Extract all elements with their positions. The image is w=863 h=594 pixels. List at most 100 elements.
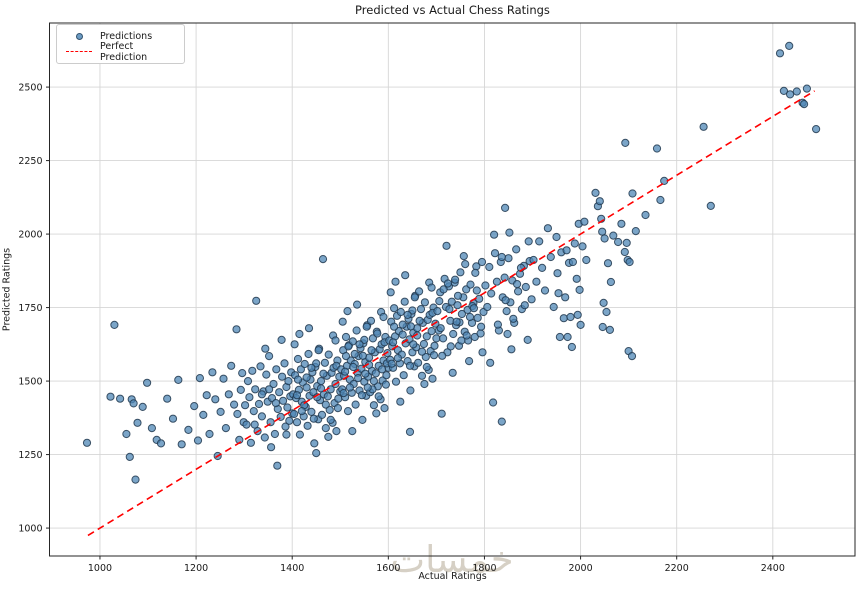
scatter-point [269, 379, 278, 389]
scatter-point [652, 144, 662, 153]
scatter-point [505, 228, 514, 237]
scatter-point [265, 352, 274, 361]
scatter-point [219, 374, 228, 383]
scatter-point [242, 420, 251, 429]
scatter-point [310, 439, 319, 448]
scatter-point [433, 307, 442, 316]
scatter-point [221, 424, 230, 433]
scatter-point [177, 440, 186, 449]
scatter-point [492, 277, 501, 286]
scatter-point [138, 402, 147, 411]
scatter-point [250, 420, 259, 429]
scatter-point [249, 407, 258, 416]
scatter-point [507, 345, 516, 354]
scatter-point [265, 385, 274, 394]
scatter-point [382, 371, 391, 380]
scatter-point [452, 317, 461, 326]
scatter-point [462, 331, 471, 340]
scatter-point [409, 340, 418, 349]
scatter-point [122, 429, 131, 439]
scatter-point [307, 363, 316, 372]
scatter-point [466, 280, 475, 289]
scatter-point [415, 287, 424, 296]
x-tick-label: 1800 [472, 563, 496, 574]
scatter-point [236, 385, 245, 394]
scatter-point [110, 320, 119, 329]
scatter-point [366, 316, 376, 325]
scatter-point [285, 416, 294, 425]
scatter-point [252, 296, 261, 305]
scatter-point [260, 433, 269, 442]
scatter-point [438, 351, 447, 360]
scatter-point [625, 257, 634, 267]
scatter-point [147, 424, 156, 433]
scatter-point [272, 365, 281, 374]
scatter-point [131, 475, 140, 484]
scatter-point [478, 348, 487, 357]
scatter-point [232, 325, 241, 334]
scatter-point [576, 320, 585, 329]
scatter-point [487, 289, 496, 298]
scatter-point [129, 399, 138, 408]
scatter-point [174, 375, 183, 384]
scatter-point [318, 255, 328, 264]
scatter-point [802, 84, 812, 93]
y-tick-label: 2500 [18, 82, 42, 93]
scatter-point [439, 285, 448, 294]
scatter-point [549, 302, 558, 312]
scatter-point [563, 332, 572, 342]
scatter-point [603, 259, 613, 268]
scatter-point [316, 377, 326, 386]
x-tick-label: 1400 [280, 563, 304, 574]
scatter-point [339, 389, 348, 398]
scatter-point [256, 362, 265, 371]
scatter-point [628, 189, 637, 198]
scatter-point [251, 385, 260, 394]
scatter-point [622, 238, 631, 247]
chart-title: Predicted vs Actual Chess Ratings [355, 3, 550, 17]
scatter-point [779, 86, 789, 96]
scatter-point [570, 239, 579, 248]
scatter-point [489, 398, 498, 407]
scatter-point [439, 334, 448, 343]
scatter-point [243, 377, 253, 386]
scatter-point [399, 371, 408, 380]
scatter-point [297, 407, 306, 416]
scatter-point [513, 280, 522, 289]
scatter-point [338, 317, 347, 326]
legend-label-predictions: Predictions [100, 31, 153, 42]
scatter-point [355, 340, 364, 349]
scatter-point [332, 427, 341, 436]
scatter-point [202, 391, 211, 400]
scatter-point [357, 391, 366, 400]
scatter-point [344, 342, 353, 351]
scatter-point [133, 418, 142, 427]
scatter-point [445, 305, 454, 314]
scatter-point [246, 438, 255, 447]
scatter-point [497, 252, 506, 262]
scatter-point [427, 283, 436, 292]
scatter-point [800, 100, 809, 109]
scatter-point [293, 354, 303, 364]
scatter-point [566, 312, 575, 322]
scatter-point [387, 359, 396, 368]
scatter-point [106, 392, 115, 401]
scatter-point [540, 286, 550, 295]
scatter-point [429, 351, 439, 360]
scatter-point [381, 380, 390, 389]
scatter-point [230, 400, 239, 409]
scatter-point [420, 298, 429, 307]
scatter-point [416, 305, 426, 314]
y-axis-label: Predicted Ratings [1, 247, 13, 332]
scatter-point [321, 424, 330, 433]
scatter-point [302, 383, 311, 392]
scatter-point [520, 301, 529, 310]
scatter-point [316, 384, 326, 393]
scatter-point [435, 297, 444, 306]
y-tick-label: 2250 [18, 156, 42, 167]
scatter-point [267, 443, 276, 452]
scatter-point [292, 391, 302, 400]
scatter-point [324, 350, 333, 359]
scatter-point [502, 307, 511, 316]
scatter-point [405, 427, 415, 436]
